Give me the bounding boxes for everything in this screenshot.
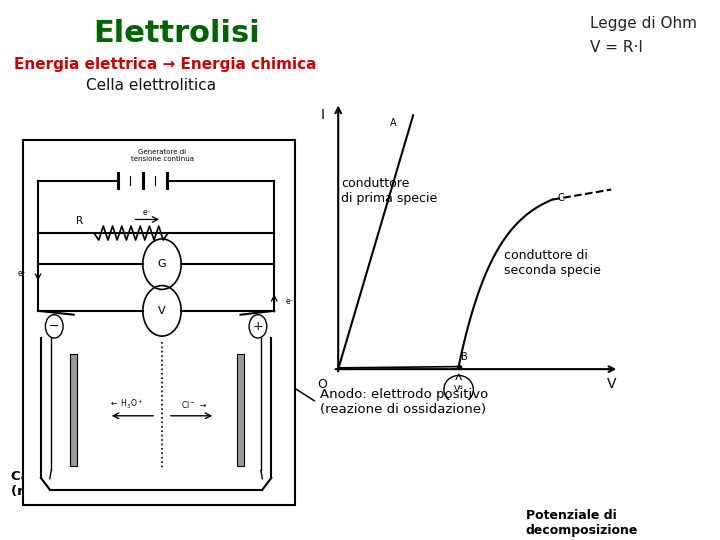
Text: e⁻: e⁻ xyxy=(286,296,294,306)
Text: G: G xyxy=(158,259,166,269)
Text: R: R xyxy=(76,217,83,226)
Text: $\leftarrow$ H$_3$O$^+$: $\leftarrow$ H$_3$O$^+$ xyxy=(109,397,144,411)
Text: Cl$^-$ $\rightarrow$: Cl$^-$ $\rightarrow$ xyxy=(181,399,207,410)
Text: V = R·I: V = R·I xyxy=(590,40,643,56)
Text: Cella elettrolitica: Cella elettrolitica xyxy=(86,78,216,93)
Text: Vᵈ: Vᵈ xyxy=(454,385,464,394)
Text: Anodo: elettrodo positivo
(reazione di ossidazione): Anodo: elettrodo positivo (reazione di o… xyxy=(320,388,489,416)
Bar xyxy=(71,354,77,467)
Text: e⁻: e⁻ xyxy=(143,208,151,217)
Text: Generatore di
tensione continua: Generatore di tensione continua xyxy=(130,150,194,163)
Text: Potenziale di
decomposizione: Potenziale di decomposizione xyxy=(526,509,638,537)
Text: I: I xyxy=(320,109,324,122)
Text: e⁻: e⁻ xyxy=(17,269,26,279)
Text: A: A xyxy=(390,118,397,128)
Text: Catodo: elettrodo negativo
(reazione di riduzione): Catodo: elettrodo negativo (reazione di … xyxy=(11,470,214,498)
Text: Legge di Ohm: Legge di Ohm xyxy=(590,16,698,31)
Bar xyxy=(238,354,244,467)
Text: Energia elettrica → Energia chimica: Energia elettrica → Energia chimica xyxy=(14,57,317,72)
Text: Elettrolisi: Elettrolisi xyxy=(93,19,260,48)
Text: conduttore
di prima specie: conduttore di prima specie xyxy=(341,178,437,205)
Text: O: O xyxy=(318,378,327,391)
Text: C: C xyxy=(558,193,564,204)
Text: −: − xyxy=(49,320,60,333)
Text: V: V xyxy=(606,377,616,392)
Text: B: B xyxy=(461,352,467,361)
Text: +: + xyxy=(253,320,264,333)
Text: conduttore di
seconda specie: conduttore di seconda specie xyxy=(504,248,601,276)
Text: V: V xyxy=(158,306,166,316)
